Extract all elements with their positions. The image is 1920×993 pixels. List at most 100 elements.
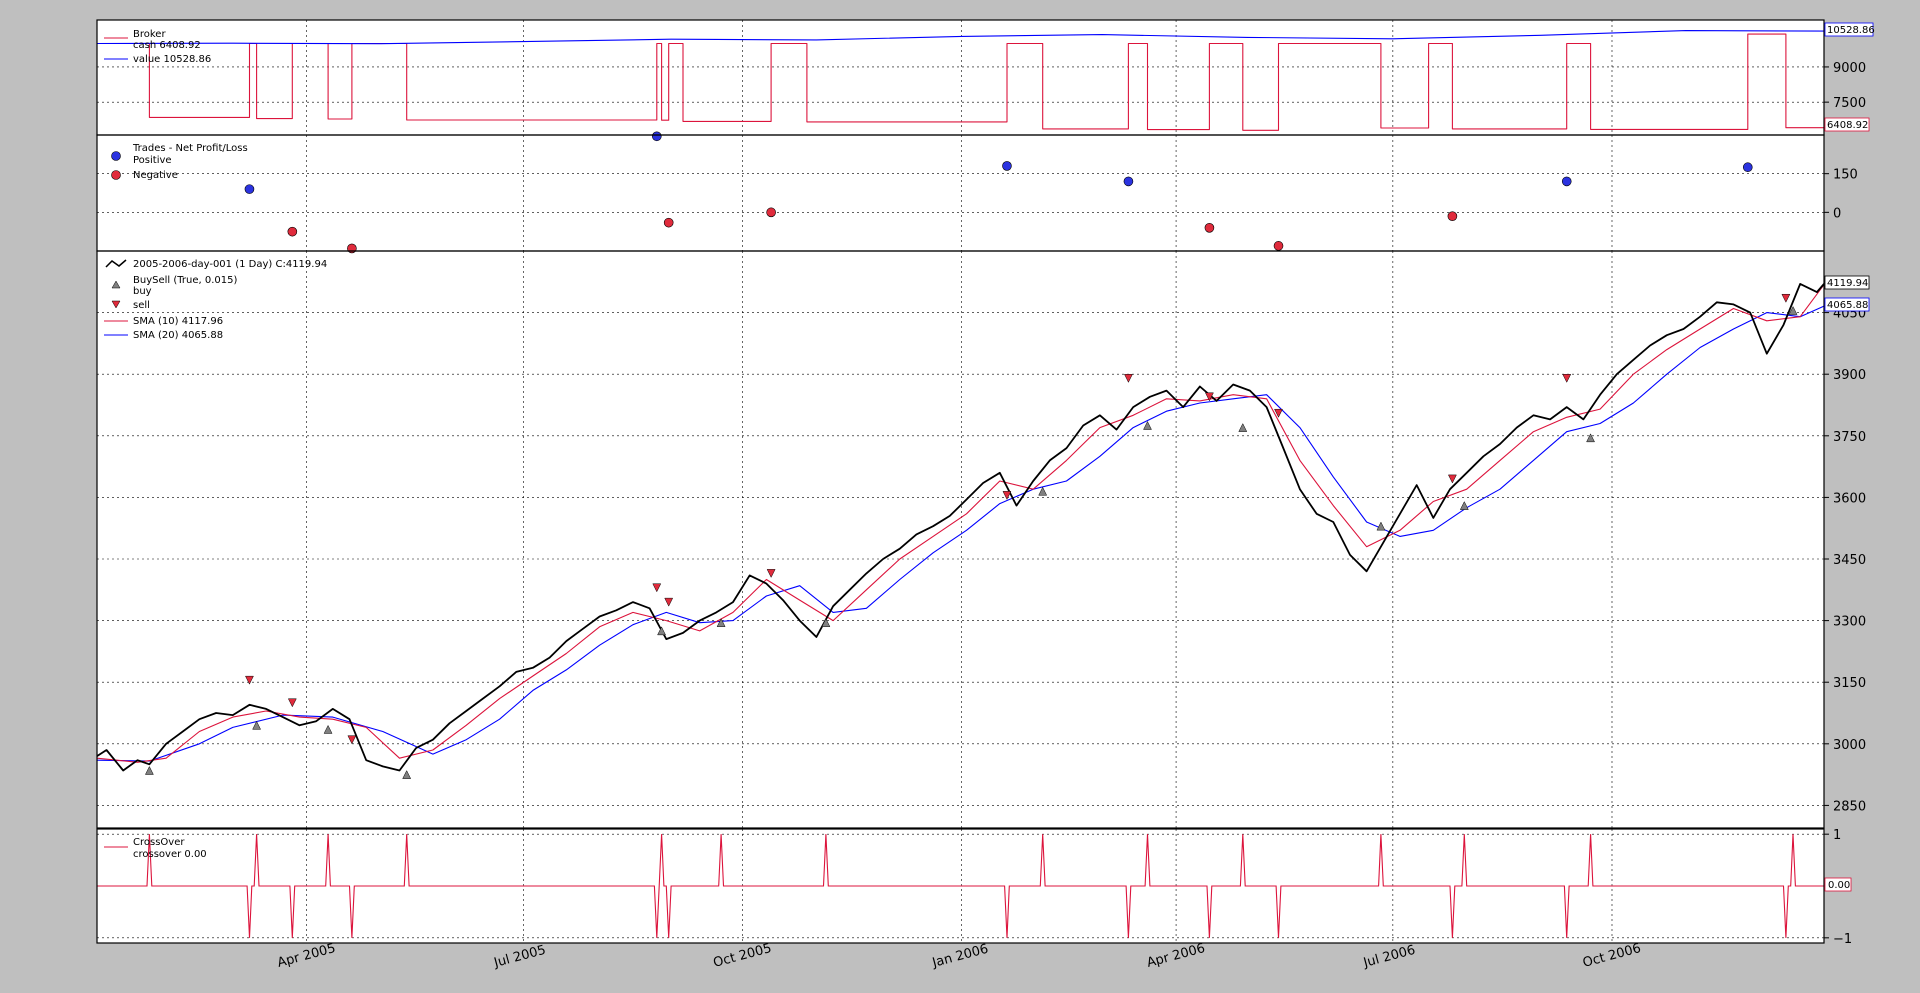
trade-positive-point xyxy=(1123,176,1134,187)
legend-price-sma10: SMA (10) 4117.96 xyxy=(133,316,223,327)
cash-callout: 6408.92 xyxy=(1827,120,1868,131)
trade-negative-point xyxy=(766,207,776,218)
last-value-labels: 10528.86 6408.92 4119.94 4065.88 0.00 xyxy=(1824,22,1875,892)
sma20-callout: 4065.88 xyxy=(1827,300,1868,311)
sell-marker xyxy=(287,698,297,708)
sell-marker xyxy=(1002,491,1012,500)
price-series xyxy=(96,282,1825,779)
sell-marker xyxy=(1274,408,1283,418)
cash-line xyxy=(97,33,1824,131)
crossover-callout-box xyxy=(1824,877,1852,892)
trade-negative-point xyxy=(663,217,674,228)
y-tick-label: 3150 xyxy=(1833,676,1866,691)
price-panel xyxy=(97,251,1824,828)
buy-marker xyxy=(716,618,726,627)
legend-price-buysell: BuySell (True, 0.015) xyxy=(133,275,237,286)
trades-series xyxy=(244,131,1753,254)
price-panel-border xyxy=(96,250,1825,829)
broker-panel xyxy=(97,20,1824,135)
buy-marker xyxy=(252,720,262,730)
y-tick-label: 150 xyxy=(1833,168,1858,183)
buy-marker xyxy=(1788,305,1798,315)
buy-marker xyxy=(1459,501,1469,510)
trade-positive-point xyxy=(1002,161,1012,171)
legend-crossover-value: crossover 0.00 xyxy=(133,849,207,860)
trade-negative-point xyxy=(1204,223,1215,233)
legend-broker-title: Broker xyxy=(133,29,166,40)
crossover-panel-border xyxy=(96,828,1825,944)
value-line xyxy=(96,30,1825,45)
y-tick-label: 0 xyxy=(1833,206,1841,221)
crossover-callout: 0.00 xyxy=(1828,880,1850,891)
legend-sell-marker xyxy=(111,300,121,309)
legend-price-data: 2005-2006-day-001 (1 Day) C:4119.94 xyxy=(133,259,327,270)
buy-marker xyxy=(323,724,333,734)
legend-price-sell: sell xyxy=(133,300,150,311)
broker-legend: Broker cash 6408.92 value 10528.86 xyxy=(104,29,211,65)
sell-marker xyxy=(347,735,357,745)
y-tick-label: −1 xyxy=(1833,932,1852,947)
sell-marker xyxy=(1447,474,1457,484)
sma10-line xyxy=(96,284,1825,763)
close-callout: 4119.94 xyxy=(1827,278,1868,289)
sell-marker xyxy=(1781,293,1791,303)
trades-panel xyxy=(97,135,1824,251)
y-tick-label: 3750 xyxy=(1833,430,1866,445)
legend-buy-marker xyxy=(111,280,121,289)
y-tick-label: 9000 xyxy=(1833,61,1866,76)
sma20-line xyxy=(96,305,1825,762)
sell-marker xyxy=(245,675,254,685)
y-tick-label: 3600 xyxy=(1833,491,1866,506)
legend-positive-marker xyxy=(111,151,121,161)
trade-negative-point xyxy=(1273,241,1284,251)
broker-series xyxy=(96,30,1825,131)
legend-close-swatch xyxy=(105,259,127,268)
y-tick-label: 2850 xyxy=(1833,799,1866,814)
y-tick-label: 3300 xyxy=(1833,615,1866,630)
trade-positive-point xyxy=(1742,162,1753,173)
y-tick-label: 7500 xyxy=(1833,96,1866,111)
value-callout-box xyxy=(1824,22,1874,37)
close-price-line xyxy=(96,282,1825,772)
price-legend: 2005-2006-day-001 (1 Day) C:4119.94 BuyS… xyxy=(104,259,327,341)
legend-broker-value: value 10528.86 xyxy=(133,54,211,65)
crossover-series xyxy=(97,834,1824,938)
sell-marker xyxy=(1562,374,1572,383)
trade-positive-point xyxy=(244,184,255,194)
sell-marker xyxy=(1205,392,1214,402)
buy-marker xyxy=(1143,420,1152,430)
buy-marker xyxy=(402,770,412,779)
buy-marker xyxy=(1376,521,1386,531)
legend-broker-cash: cash 6408.92 xyxy=(133,40,201,51)
buy-marker xyxy=(1586,433,1595,443)
legend-price-sma20: SMA (20) 4065.88 xyxy=(133,330,223,341)
buy-marker xyxy=(145,765,154,775)
sell-marker xyxy=(1124,374,1133,383)
sma20-callout-box xyxy=(1824,297,1870,312)
sell-marker xyxy=(664,597,674,607)
trade-negative-point xyxy=(287,226,298,237)
buy-marker xyxy=(1238,423,1248,432)
trade-negative-point xyxy=(1447,211,1458,221)
value-callout: 10528.86 xyxy=(1827,25,1875,36)
legend-crossover-title: CrossOver xyxy=(133,837,185,848)
y-tick-label: 3450 xyxy=(1833,553,1866,568)
buy-marker xyxy=(821,618,831,627)
legend-price-buy: buy xyxy=(133,286,152,297)
buy-marker xyxy=(1038,486,1048,496)
legend-trades-title: Trades - Net Profit/Loss xyxy=(132,143,248,154)
crossover-line xyxy=(97,834,1824,938)
sell-marker xyxy=(766,569,776,578)
crossover-legend: CrossOver crossover 0.00 xyxy=(104,837,207,860)
legend-trades-positive: Positive xyxy=(133,155,172,166)
close-callout-box xyxy=(1824,275,1870,290)
legend-negative-marker xyxy=(111,170,121,180)
y-tick-label: 1 xyxy=(1833,828,1841,843)
y-tick-label: 3000 xyxy=(1833,738,1866,753)
buy-marker xyxy=(657,626,666,636)
sell-marker xyxy=(652,583,662,593)
y-tick-label: 3900 xyxy=(1833,368,1866,383)
legend-trades-negative: Negative xyxy=(133,170,178,181)
trades-legend: Trades - Net Profit/Loss Positive Negati… xyxy=(111,143,248,181)
